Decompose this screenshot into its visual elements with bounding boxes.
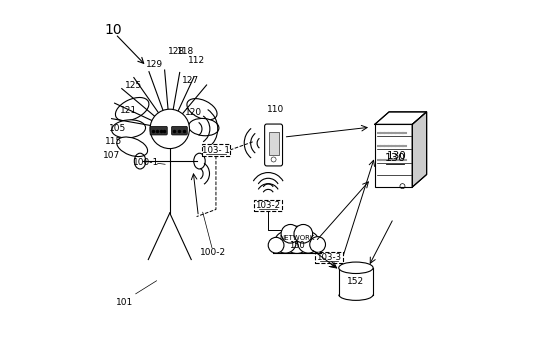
FancyBboxPatch shape xyxy=(172,126,187,135)
FancyBboxPatch shape xyxy=(375,125,413,187)
Circle shape xyxy=(294,224,313,243)
Text: 121: 121 xyxy=(120,106,137,116)
Text: 100-2: 100-2 xyxy=(200,248,226,257)
Text: 129: 129 xyxy=(146,60,163,69)
FancyBboxPatch shape xyxy=(268,132,279,155)
Circle shape xyxy=(268,237,284,253)
Circle shape xyxy=(284,226,310,253)
FancyBboxPatch shape xyxy=(265,124,282,166)
Text: 112: 112 xyxy=(188,56,205,66)
Polygon shape xyxy=(375,112,427,125)
Text: 103-3: 103-3 xyxy=(316,253,341,262)
Circle shape xyxy=(150,109,190,149)
Polygon shape xyxy=(413,112,427,187)
Text: 120: 120 xyxy=(185,108,201,117)
FancyBboxPatch shape xyxy=(202,144,230,156)
Circle shape xyxy=(310,237,326,252)
Ellipse shape xyxy=(112,120,146,138)
Text: 105: 105 xyxy=(109,124,126,134)
Text: 150: 150 xyxy=(289,241,305,251)
Text: 103-2: 103-2 xyxy=(255,201,280,210)
Text: 130: 130 xyxy=(387,151,407,161)
Text: 115: 115 xyxy=(105,137,122,146)
Text: NETWORK: NETWORK xyxy=(279,235,314,241)
Ellipse shape xyxy=(116,97,149,121)
Text: 125: 125 xyxy=(125,81,143,91)
FancyBboxPatch shape xyxy=(150,126,167,135)
Text: 128: 128 xyxy=(167,47,185,57)
Text: 118: 118 xyxy=(177,47,194,57)
Text: 152: 152 xyxy=(347,277,365,286)
FancyBboxPatch shape xyxy=(254,200,282,211)
Ellipse shape xyxy=(117,137,147,156)
Text: 101: 101 xyxy=(117,298,133,307)
Text: 130: 130 xyxy=(385,153,406,163)
Circle shape xyxy=(298,232,319,253)
FancyBboxPatch shape xyxy=(339,268,373,295)
Text: 10: 10 xyxy=(105,23,122,37)
Text: 127: 127 xyxy=(182,76,199,85)
Circle shape xyxy=(281,224,300,243)
Text: 100-1: 100-1 xyxy=(133,158,160,168)
Text: 107: 107 xyxy=(103,151,120,160)
FancyBboxPatch shape xyxy=(315,252,343,263)
Ellipse shape xyxy=(188,118,219,136)
Ellipse shape xyxy=(339,262,373,274)
Text: 110: 110 xyxy=(267,105,284,114)
Text: 103- 1: 103- 1 xyxy=(202,145,230,155)
Ellipse shape xyxy=(187,98,217,120)
Circle shape xyxy=(275,232,296,253)
